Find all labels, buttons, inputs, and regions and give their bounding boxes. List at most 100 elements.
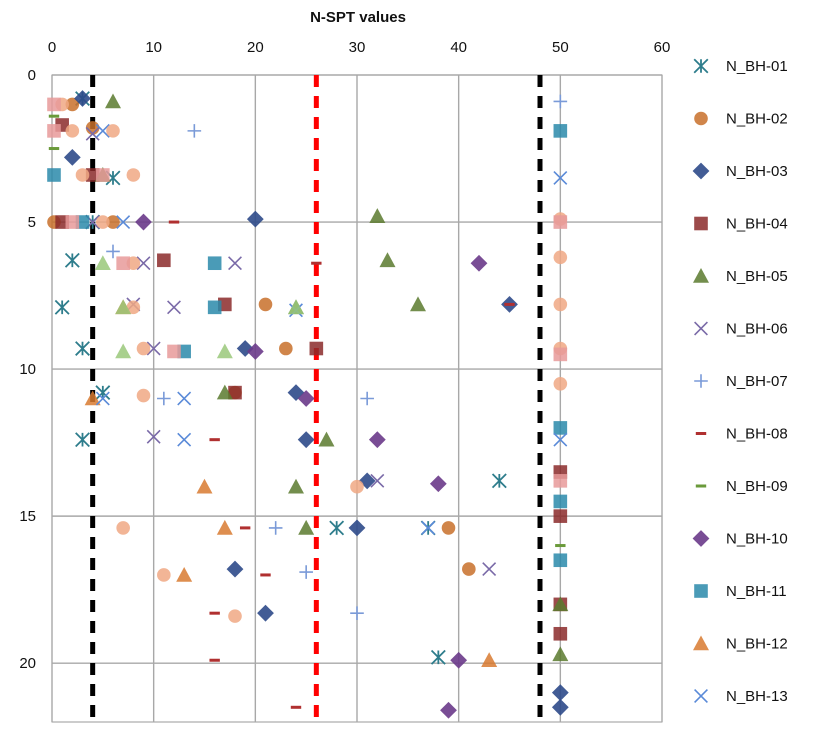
legend-label: N_BH-10: [726, 531, 788, 548]
x-tick-label: 50: [552, 39, 569, 56]
data-point: [553, 170, 568, 185]
data-point: [553, 376, 568, 391]
data-point: [429, 475, 447, 493]
data-points: [47, 90, 569, 719]
legend-label: N_BH-03: [726, 163, 788, 180]
series-n-bh-04: [55, 118, 568, 641]
data-point: [85, 126, 100, 141]
legend-item: N_BH-03: [692, 162, 788, 180]
data-point: [105, 93, 121, 109]
legend-label: N_BH-07: [726, 373, 788, 390]
legend-item: N_BH-07: [694, 373, 788, 390]
data-point: [462, 562, 476, 576]
data-point: [115, 299, 132, 315]
data-point: [75, 432, 90, 448]
legend: N_BH-01 N_BH-02 N_BH-03 N_BH-04 N_BH-05 N_BH-…: [692, 58, 788, 705]
legend-marker: [692, 162, 710, 180]
x-tick-label: 10: [145, 39, 162, 56]
data-point: [551, 698, 569, 716]
data-point: [257, 604, 274, 622]
legend-label: N_BH-02: [726, 111, 788, 128]
data-point: [226, 560, 244, 578]
data-point: [157, 391, 171, 406]
x-tick-label: 60: [654, 39, 671, 56]
data-point: [246, 210, 264, 228]
series-n-bh-07: [106, 94, 568, 620]
data-point: [491, 473, 507, 489]
data-point: [552, 646, 569, 662]
x-tick-label: 20: [247, 39, 264, 56]
data-point: [553, 494, 568, 509]
data-point: [410, 296, 426, 312]
y-tick-label: 20: [19, 655, 36, 672]
legend-label: N_BH-05: [726, 268, 788, 285]
series-n-bh-11: [47, 124, 568, 568]
data-point: [216, 519, 233, 535]
data-point: [94, 255, 111, 271]
data-point: [288, 478, 304, 494]
data-point: [553, 509, 568, 523]
legend-item: N_BH-01: [693, 58, 788, 75]
legend-marker: [693, 635, 709, 651]
data-point: [47, 124, 61, 138]
data-point: [551, 684, 569, 701]
data-point: [96, 215, 110, 229]
data-point: [216, 384, 233, 400]
data-point: [482, 562, 497, 577]
data-point: [553, 347, 568, 362]
data-point: [350, 479, 364, 494]
legend-label: N_BH-01: [726, 58, 788, 75]
data-point: [207, 300, 222, 315]
legend-item: N_BH-10: [692, 530, 788, 548]
data-point: [440, 701, 457, 719]
y-tick-label: 15: [19, 508, 36, 525]
data-point: [299, 565, 313, 579]
data-point: [126, 300, 141, 315]
data-point: [553, 626, 568, 641]
legend-marker: [694, 374, 708, 388]
data-point: [167, 344, 181, 359]
legend-marker: [693, 268, 709, 283]
data-point: [177, 391, 192, 406]
data-point: [84, 390, 101, 406]
legend-item: N_BH-09: [695, 478, 788, 495]
data-point: [65, 215, 80, 229]
series-unlabeled-15: [94, 255, 304, 359]
legend-marker: [694, 111, 708, 126]
data-point: [126, 168, 141, 182]
data-point: [116, 215, 131, 230]
data-point: [553, 297, 568, 312]
data-point: [288, 299, 304, 315]
data-point: [329, 520, 345, 536]
data-point: [95, 385, 111, 401]
legend-label: N_BH-13: [726, 688, 788, 705]
data-point: [450, 651, 468, 669]
legend-label: N_BH-09: [726, 478, 788, 495]
axes: N-SPT values 0 10 20 30 40 50 60 0 5 10 15 20: [19, 9, 670, 672]
data-point: [318, 431, 335, 447]
legend-label: N_BH-08: [726, 426, 788, 443]
data-point: [65, 97, 80, 112]
data-point: [106, 124, 120, 138]
series-n-bh-08: [168, 220, 515, 709]
data-point: [246, 343, 264, 360]
data-point: [47, 168, 61, 182]
legend-marker: [694, 321, 708, 336]
data-point: [279, 341, 293, 356]
data-point: [47, 97, 61, 112]
data-point: [553, 215, 568, 229]
legend-item: N_BH-12: [693, 635, 788, 653]
data-point: [136, 256, 151, 271]
data-point: [430, 649, 446, 665]
data-point: [157, 568, 171, 582]
data-point: [228, 609, 242, 623]
data-point: [54, 299, 70, 315]
legend-label: N_BH-12: [726, 636, 788, 653]
data-point: [553, 94, 568, 109]
data-point: [370, 473, 385, 488]
data-point: [369, 208, 386, 223]
data-point: [75, 341, 90, 356]
data-point: [157, 253, 171, 268]
